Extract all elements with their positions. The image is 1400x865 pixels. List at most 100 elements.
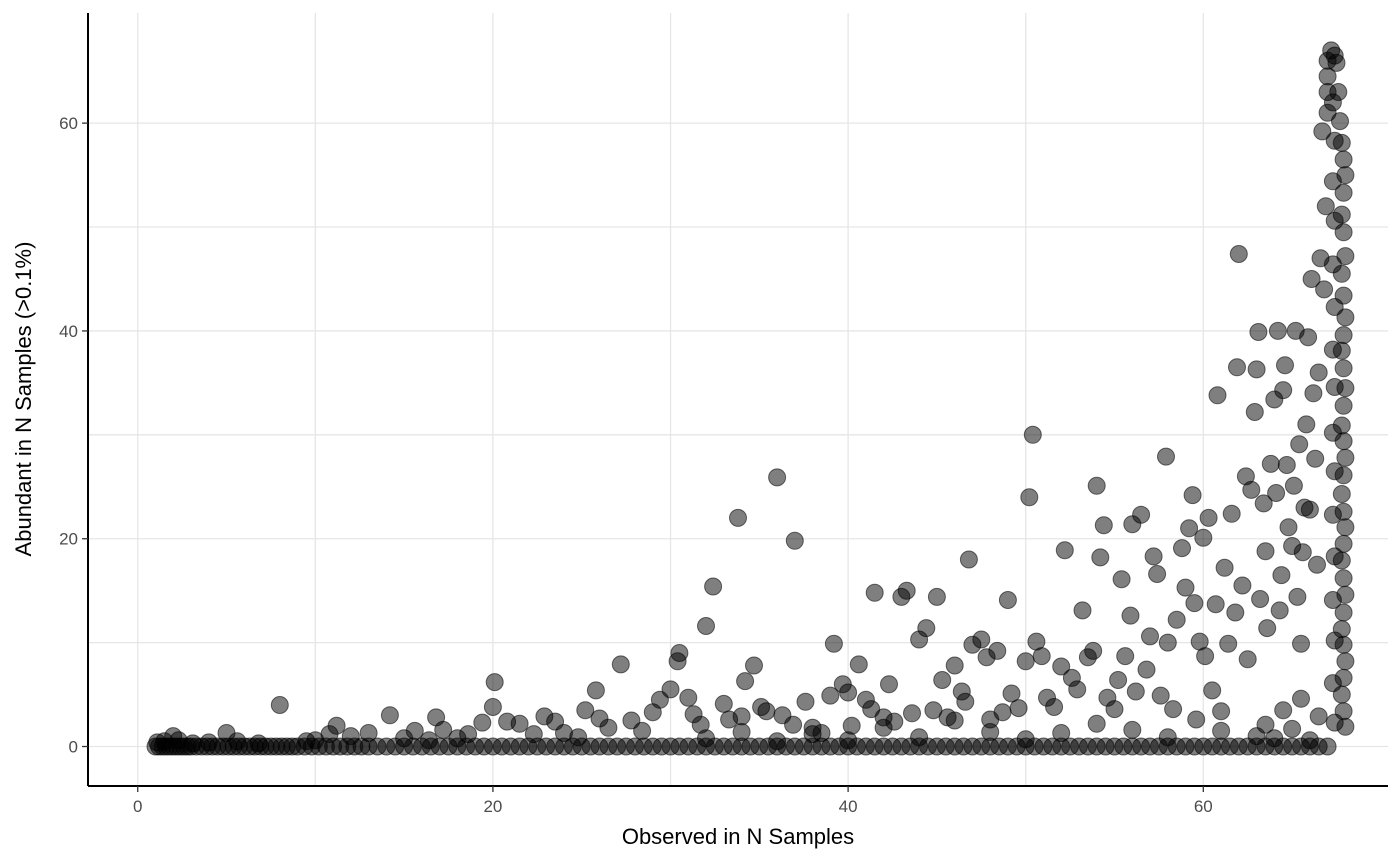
scatter-point bbox=[803, 725, 822, 744]
scatter-point bbox=[824, 634, 843, 653]
scatter-point bbox=[1158, 728, 1177, 747]
scatter-point bbox=[732, 707, 751, 726]
scatter-point bbox=[1292, 689, 1310, 708]
scatter-point bbox=[611, 655, 630, 674]
scatter-point bbox=[183, 734, 202, 753]
scatter-point bbox=[1068, 680, 1087, 699]
scatter-point bbox=[897, 581, 916, 600]
scatter-point bbox=[1141, 627, 1159, 646]
ticks: 0 20 40 60 0 20 40 60 bbox=[59, 114, 1213, 816]
scatter-point bbox=[1277, 456, 1296, 474]
scatter-point bbox=[697, 617, 715, 635]
scatter-point bbox=[768, 732, 787, 751]
scatter-point bbox=[1336, 448, 1355, 467]
scatter-point bbox=[633, 721, 652, 740]
y-axis-title: Abundant in N Samples (>0.1%) bbox=[11, 242, 36, 557]
scatter-point bbox=[679, 688, 698, 707]
scatter-point bbox=[569, 728, 588, 747]
scatter-point bbox=[1313, 122, 1332, 141]
scatter-point bbox=[862, 700, 881, 719]
scatter-point bbox=[1144, 547, 1163, 566]
scatter-point bbox=[249, 734, 268, 753]
scatter-point bbox=[380, 706, 399, 725]
scatter-point bbox=[1212, 702, 1231, 721]
scatter-point bbox=[1249, 323, 1268, 341]
scatter-point bbox=[586, 681, 605, 700]
scatter-point bbox=[459, 725, 478, 744]
scatter-point bbox=[1261, 454, 1280, 473]
axes bbox=[87, 13, 1388, 787]
scatter-point bbox=[199, 733, 218, 752]
grid bbox=[88, 13, 1388, 786]
scatter-point bbox=[1288, 587, 1307, 606]
scatter-point bbox=[1016, 730, 1035, 749]
scatter-point bbox=[924, 701, 943, 720]
scatter-point bbox=[670, 644, 689, 662]
scatter-point bbox=[1157, 447, 1175, 466]
scatter-point bbox=[1132, 505, 1151, 524]
scatter-point bbox=[1336, 652, 1355, 671]
scatter-point bbox=[1325, 211, 1344, 230]
scatter-point bbox=[1256, 715, 1275, 734]
scatter-point bbox=[1256, 542, 1275, 561]
scatter-point bbox=[1052, 657, 1071, 676]
scatter-point bbox=[1045, 698, 1064, 716]
scatter-point bbox=[1194, 528, 1213, 547]
scatter-point bbox=[849, 655, 868, 674]
scatter-point bbox=[1323, 172, 1342, 191]
scatter-point bbox=[959, 550, 978, 569]
scatter-point bbox=[1228, 358, 1246, 377]
scatter-point bbox=[1323, 591, 1342, 609]
scatter-point bbox=[1123, 720, 1142, 739]
scatter-point bbox=[956, 692, 975, 711]
scatter-point bbox=[1032, 647, 1051, 666]
scatter-point bbox=[1109, 671, 1128, 689]
x-tick-label: 20 bbox=[483, 797, 502, 816]
scatter-point bbox=[1276, 356, 1294, 375]
scatter-point bbox=[1258, 619, 1277, 638]
scatter-point bbox=[1242, 480, 1261, 499]
scatter-point bbox=[1334, 326, 1353, 345]
scatter-point bbox=[1151, 686, 1170, 705]
scatter-point bbox=[821, 686, 840, 705]
points-layer bbox=[146, 41, 1355, 756]
scatter-point bbox=[732, 723, 751, 741]
scatter-point bbox=[576, 701, 595, 720]
scatter-point bbox=[1187, 710, 1206, 729]
scatter-point bbox=[1245, 403, 1264, 421]
scatter-point bbox=[745, 656, 763, 675]
scatter-point bbox=[1331, 112, 1349, 131]
scatter-point bbox=[1212, 721, 1231, 740]
y-tick-label: 40 bbox=[59, 322, 78, 341]
scatter-point bbox=[1226, 603, 1245, 622]
y-tick-label: 0 bbox=[69, 738, 78, 757]
scatter-point bbox=[784, 715, 803, 734]
scatter-point bbox=[1247, 360, 1266, 379]
scatter-point bbox=[839, 683, 858, 702]
scatter-point bbox=[510, 714, 529, 733]
scatter-point bbox=[1336, 247, 1355, 266]
scatter-point bbox=[927, 587, 946, 606]
scatter-point bbox=[1148, 565, 1167, 583]
scatter-point bbox=[1323, 340, 1342, 359]
scatter-point bbox=[1208, 386, 1227, 405]
scatter-point bbox=[1020, 488, 1039, 507]
scatter-point bbox=[1087, 476, 1106, 495]
scatter-point bbox=[880, 675, 898, 694]
scatter-point bbox=[757, 702, 776, 721]
scatter-point bbox=[1105, 700, 1124, 719]
scatter-point bbox=[1222, 504, 1241, 523]
scatter-point bbox=[1112, 570, 1131, 589]
scatter-point bbox=[988, 641, 1007, 660]
scatter-point bbox=[1325, 547, 1344, 566]
scatter-point bbox=[1293, 543, 1312, 562]
scatter-point bbox=[1016, 652, 1035, 671]
scatter-point bbox=[1325, 378, 1344, 396]
scatter-point bbox=[1323, 505, 1342, 524]
scatter-point bbox=[1137, 660, 1156, 679]
scatter-point bbox=[1283, 719, 1302, 738]
scatter-point bbox=[1121, 606, 1140, 625]
scatter-point bbox=[1167, 610, 1186, 629]
scatter-point bbox=[1284, 476, 1303, 495]
scatter-point bbox=[1323, 674, 1342, 693]
